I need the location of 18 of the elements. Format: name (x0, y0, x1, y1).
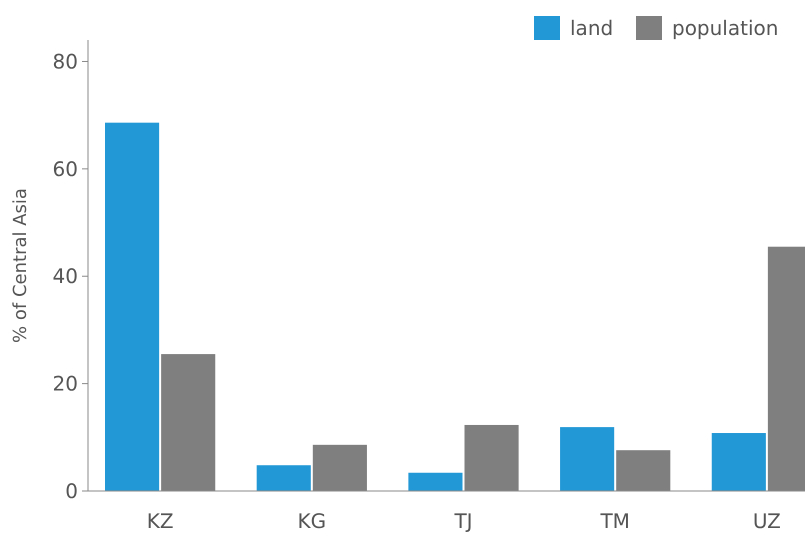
x-tick-label: TJ (453, 509, 473, 533)
y-tick-label: 0 (65, 479, 78, 503)
bar (105, 122, 160, 491)
y-tick-label: 80 (52, 49, 78, 74)
x-tick-label: TM (599, 509, 630, 533)
y-tick-label: 20 (52, 372, 78, 396)
y-tick-label: 40 (52, 264, 78, 288)
bar (256, 465, 311, 491)
bar (560, 427, 614, 491)
y-axis-title: % of Central Asia (10, 188, 31, 343)
bar (712, 433, 766, 491)
y-tick-label: 60 (52, 156, 78, 181)
x-tick-label: UZ (752, 509, 781, 533)
legend-label: land (570, 16, 614, 40)
legend-label: population (672, 16, 778, 40)
x-tick-label: KG (298, 509, 326, 533)
bar (408, 472, 462, 491)
x-tick-label: KZ (146, 509, 174, 533)
